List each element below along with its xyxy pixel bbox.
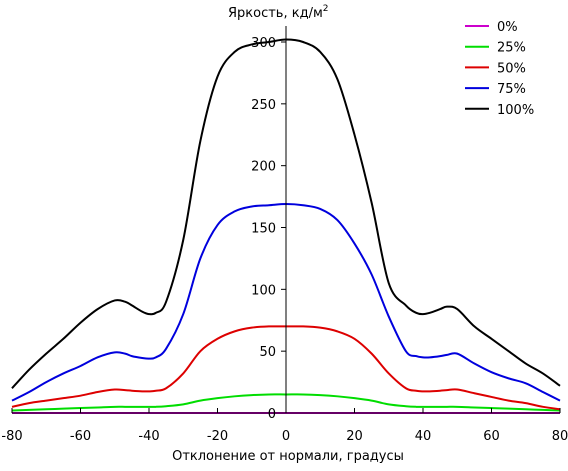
y-tick-label: 250 — [251, 98, 276, 113]
y-tick-label: 50 — [259, 345, 276, 360]
x-tick-label: -20 — [207, 429, 228, 444]
y-axis-title-main: Яркость, кд/м — [228, 6, 323, 21]
x-axis-ticks: -80 -60 -40 -20 0 20 40 60 80 — [1, 408, 568, 444]
x-tick-label: 0 — [282, 429, 290, 444]
legend-label: 50% — [497, 61, 526, 76]
axes — [12, 26, 560, 414]
x-tick-label: 40 — [415, 429, 432, 444]
legend-label: 25% — [497, 41, 526, 56]
y-axis-title-text: Яркость, кд/м2 — [228, 4, 329, 21]
y-axis-title: Яркость, кд/м2 — [228, 4, 329, 21]
y-tick-label: 150 — [251, 222, 276, 237]
x-tick-label: 60 — [483, 429, 500, 444]
y-tick-label: 300 — [251, 36, 276, 51]
x-tick-label: -80 — [1, 429, 22, 444]
y-tick-label: 0 — [268, 407, 276, 422]
x-tick-label: 80 — [552, 429, 568, 444]
x-tick-label: -60 — [70, 429, 91, 444]
y-tick-label: 200 — [251, 160, 276, 175]
legend: 0% 25% 50% 75% 100% — [465, 20, 534, 118]
y-axis-title-superscript: 2 — [323, 4, 329, 14]
legend-label: 0% — [497, 20, 518, 35]
legend-label: 75% — [497, 82, 526, 97]
y-tick-label: 100 — [251, 283, 276, 298]
x-tick-label: -40 — [138, 429, 159, 444]
x-tick-label: 20 — [346, 429, 363, 444]
x-axis-title: Отклонение от нормали, градусы — [172, 449, 404, 464]
y-axis-ticks: 0 50 100 150 200 250 300 — [251, 36, 286, 422]
legend-label: 100% — [497, 103, 534, 118]
